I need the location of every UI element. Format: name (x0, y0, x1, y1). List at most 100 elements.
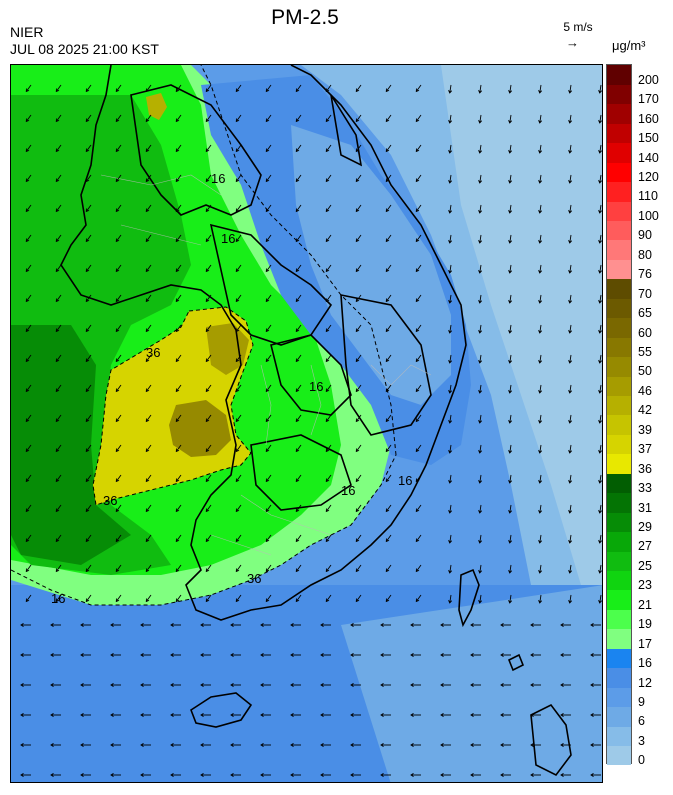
wind-arrow-head (265, 388, 270, 393)
wind-arrow (115, 114, 122, 122)
wind-arrow (415, 564, 422, 572)
wind-arrow-head (380, 683, 384, 687)
wind-arrow-head (55, 118, 60, 123)
wind-arrow-head (415, 328, 420, 333)
wind-arrow-head (448, 539, 453, 544)
wind-arrow-head (235, 268, 240, 273)
wind-arrow-head (140, 683, 144, 687)
colorbar-label: 25 (638, 558, 652, 573)
wind-arrow (145, 144, 152, 152)
wind-arrow (599, 564, 602, 573)
wind-arrow (355, 234, 362, 242)
wind-arrow-head (440, 653, 444, 657)
wind-arrow (85, 564, 92, 572)
wind-arrow (569, 414, 572, 423)
wind-arrow (599, 204, 602, 213)
wind-arrow-head (295, 538, 300, 543)
wind-arrow (415, 234, 422, 242)
wind-arrow (145, 204, 152, 212)
wind-arrow (145, 564, 152, 572)
wind-arrow-head (25, 568, 30, 573)
wind-arrow (539, 444, 542, 453)
wind-arrow-head (448, 389, 453, 394)
wind-arrow (265, 144, 272, 152)
colorbar-segment (607, 551, 631, 572)
wind-arrow (145, 594, 152, 602)
wind-arrow-head (85, 208, 90, 213)
wind-arrow (385, 444, 392, 452)
wind-arrow-head (598, 359, 602, 364)
wind-arrow (539, 144, 542, 153)
colorbar-label: 70 (638, 286, 652, 301)
wind-arrow (85, 354, 92, 362)
wind-arrow (235, 324, 242, 332)
wind-arrow-head (25, 358, 30, 363)
colorbar-segment (607, 609, 631, 630)
wind-arrow (449, 84, 452, 93)
wind-arrow (175, 564, 182, 572)
wind-arrow-head (568, 479, 573, 484)
wind-arrow-head (410, 653, 414, 657)
inland-blue-east-light (291, 125, 451, 405)
wind-arrow-head (538, 119, 543, 124)
wind-arrow (295, 594, 302, 602)
wind-arrow-head (325, 148, 330, 153)
wind-arrow (85, 234, 92, 242)
wind-arrow-head (448, 419, 453, 424)
wind-arrow (479, 474, 482, 483)
wind-arrow-head (355, 448, 360, 453)
colorbar-label: 60 (638, 325, 652, 340)
wind-arrow-head (110, 713, 114, 717)
wind-arrow (355, 594, 362, 602)
wind-arrow-head (355, 418, 360, 423)
wind-arrow (569, 564, 572, 573)
wind-arrow-head (115, 388, 120, 393)
wind-arrow (325, 144, 332, 152)
wind-arrow-head (508, 569, 513, 574)
wind-arrow (325, 384, 332, 392)
wind-arrow-head (145, 268, 150, 273)
wind-arrow (85, 204, 92, 212)
wind-arrow-head (478, 539, 483, 544)
wind-arrow (479, 234, 482, 243)
wind-arrow (25, 294, 32, 302)
wind-arrow-head (415, 238, 420, 243)
wind-arrow-head (355, 208, 360, 213)
colorbar-label: 31 (638, 500, 652, 515)
wind-arrow-head (25, 478, 30, 483)
wind-arrow-head (25, 88, 30, 93)
wind-arrow (205, 414, 212, 422)
wind-arrow (295, 114, 302, 122)
wind-arrow-head (170, 623, 174, 627)
wind-arrow (175, 234, 182, 242)
wind-arrow-head (538, 389, 543, 394)
wind-arrow (355, 414, 362, 422)
wind-arrow-head (470, 743, 474, 747)
colorbar-label: 170 (638, 92, 659, 107)
wind-arrow-head (538, 359, 543, 364)
wind-arrow (569, 114, 572, 123)
wind-arrow-head (265, 508, 270, 513)
colorbar-segment (607, 162, 631, 183)
wind-arrow (355, 204, 362, 212)
wind-arrow-head (265, 88, 270, 93)
wind-arrow (235, 564, 242, 572)
wind-arrow-head (598, 569, 602, 574)
wind-arrow (539, 324, 542, 333)
wind-arrow (479, 294, 482, 303)
wind-arrow-head (530, 773, 534, 777)
wind-arrow-head (500, 623, 504, 627)
wind-arrow (235, 144, 242, 152)
wind-arrow (205, 504, 212, 512)
wind-arrow-head (115, 448, 120, 453)
wind-arrow-head (355, 538, 360, 543)
wind-arrow (235, 294, 242, 302)
wind-arrow-head (325, 88, 330, 93)
wind-arrow-head (448, 239, 453, 244)
wind-arrow-head (415, 358, 420, 363)
colorbar (606, 64, 632, 766)
wind-arrow (265, 294, 272, 302)
wind-arrow (55, 414, 62, 422)
contour-label: 36 (247, 571, 261, 586)
wind-arrow-head (538, 239, 543, 244)
